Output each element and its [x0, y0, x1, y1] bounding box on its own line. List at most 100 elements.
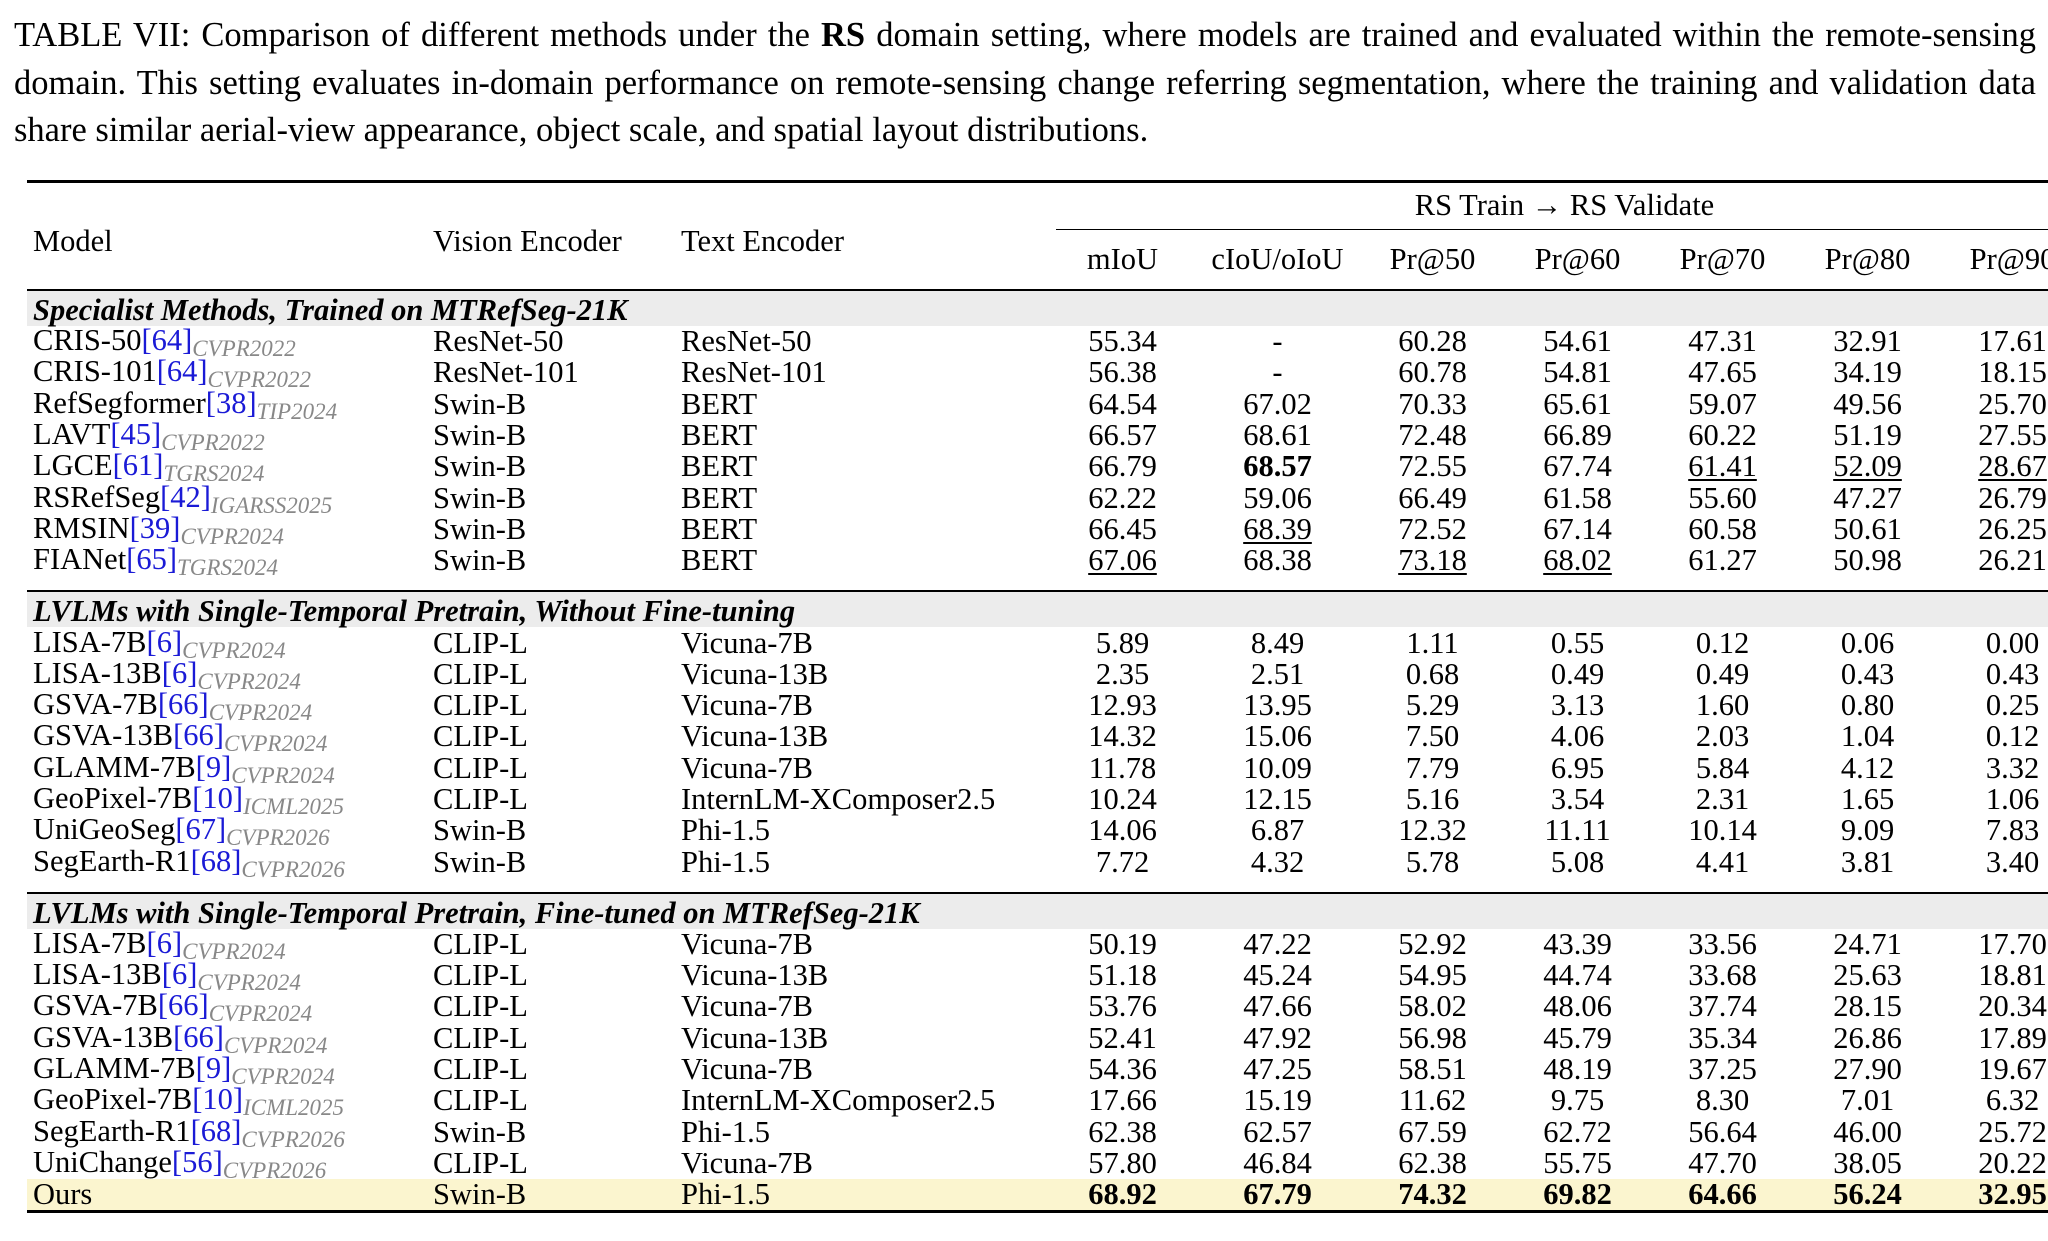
group-header-row: LVLMs with Single-Temporal Pretrain, Fin… [27, 892, 2048, 929]
metric-value: 27.90 [1833, 1052, 1902, 1087]
text-encoder-cell: BERT [681, 418, 758, 453]
results-table-container: Model Vision Encoder Text Encoder RS Tra… [27, 180, 2048, 1213]
metric-cell: 7.79 [1360, 752, 1505, 784]
model-cell: UniChange[56]CVPR2026 [27, 1147, 427, 1183]
metric-cell: 44.74 [1505, 960, 1650, 991]
metric-cell: 9.09 [1795, 815, 1940, 846]
metric-cell: 1.65 [1795, 784, 1940, 815]
metric-value: 52.41 [1088, 1020, 1157, 1055]
metric-value: 1.04 [1840, 719, 1895, 754]
model-cell: GeoPixel-7B[10]ICML2025 [27, 783, 427, 819]
text-encoder-cell: ResNet-50 [681, 324, 812, 359]
model-ref: [6] [146, 925, 183, 960]
model-ref: [61] [112, 448, 164, 483]
metric-cell: 48.19 [1505, 1054, 1650, 1085]
metric-cell: 60.22 [1650, 420, 1795, 451]
metric-value: 13.95 [1243, 688, 1312, 723]
metric-value: 8.30 [1695, 1083, 1750, 1118]
metric-cell: 2.51 [1195, 659, 1360, 690]
table-row: CRIS-50[64]CVPR2022 ResNet-50 ResNet-50 55.… [27, 324, 2048, 361]
metric-value: 47.65 [1688, 355, 1757, 390]
model-cell: LAVT[45]CVPR2022 [27, 417, 427, 455]
metric-value: 3.54 [1550, 782, 1605, 816]
caption-bold: RS [821, 16, 866, 54]
header-text-encoder: Text Encoder [675, 180, 1050, 290]
metric-value: 5.08 [1550, 844, 1605, 879]
metric-cell: 72.48 [1360, 420, 1505, 451]
text-encoder-cell: InternLM-XComposer2.5 [681, 782, 996, 816]
metric-cell: 60.28 [1360, 326, 1505, 357]
metric-cell: 68.92 [1050, 1179, 1195, 1212]
table-row: CRIS-101[64]CVPR2022 ResNet-101 ResNet-101… [27, 355, 2048, 392]
metric-value: 59.06 [1243, 480, 1312, 515]
metric-value: 66.89 [1543, 418, 1612, 453]
metric-value: 45.79 [1543, 1020, 1612, 1055]
metric-value: 73.18 [1398, 543, 1467, 578]
text-encoder-cell: Vicuna-7B [681, 625, 813, 660]
metric-cell: 51.18 [1050, 960, 1195, 991]
model-name: GLAMM-7B [33, 749, 196, 784]
model-cell: GSVA-7B[66]CVPR2024 [27, 689, 427, 725]
metric-cell: 66.57 [1050, 420, 1195, 451]
vision-encoder-cell: Swin-B [433, 480, 527, 515]
metric-cell: 62.38 [1050, 1116, 1195, 1148]
metric-value: 11.11 [1544, 813, 1611, 848]
metric-value: 25.63 [1833, 958, 1902, 993]
metric-cell: 25.63 [1795, 960, 1940, 991]
table-caption: TABLE VII: Comparison of different metho… [14, 12, 2036, 155]
metric-value: 3.13 [1550, 688, 1605, 723]
metric-value: 60.28 [1398, 324, 1467, 359]
metric-value: 0.00 [1985, 625, 2040, 660]
metric-cell: 56.24 [1795, 1179, 1940, 1212]
metric-cell: 67.79 [1195, 1179, 1360, 1212]
metric-cell: 60.58 [1650, 514, 1795, 545]
model-name: RefSegformer [33, 385, 206, 420]
metric-value: 47.25 [1243, 1052, 1312, 1087]
metric-cell: 52.41 [1050, 1023, 1195, 1054]
metric-value: 24.71 [1833, 926, 1902, 961]
metric-cell: 0.00 [1940, 627, 2048, 658]
vision-encoder-cell: Swin-B [433, 511, 527, 546]
metric-cell: 47.25 [1195, 1054, 1360, 1085]
metric-value: 46.84 [1243, 1145, 1312, 1180]
metric-value: 72.55 [1398, 449, 1467, 484]
metric-cell: 6.95 [1505, 752, 1650, 784]
vision-encoder-cell: Swin-B [433, 386, 527, 421]
metric-value: 0.49 [1550, 656, 1605, 691]
header-metric: Pr@50 [1389, 241, 1476, 276]
metric-cell: 15.06 [1195, 721, 1360, 752]
model-name: UniGeoSeg [33, 812, 176, 847]
metric-cell: 47.65 [1650, 357, 1795, 388]
model-name: GLAMM-7B [33, 1051, 196, 1086]
model-ref: [68] [190, 843, 242, 878]
metric-cell: 7.50 [1360, 721, 1505, 752]
metric-value: 68.39 [1243, 511, 1312, 546]
metric-value: 56.38 [1088, 355, 1157, 390]
model-cell: CRIS-101[64]CVPR2022 [27, 356, 427, 392]
metric-value: 0.55 [1550, 625, 1605, 660]
metric-value: 68.61 [1243, 418, 1312, 453]
metric-value: 58.51 [1398, 1052, 1467, 1087]
model-name: LAVT [33, 417, 111, 452]
caption-label: TABLE VII: Comparison of different metho… [14, 16, 822, 54]
vision-encoder-cell: CLIP-L [433, 688, 528, 723]
metric-value: 2.31 [1695, 782, 1750, 816]
metric-cell: 58.51 [1360, 1054, 1505, 1085]
metric-cell: 25.70 [1940, 388, 2048, 420]
vision-encoder-cell: CLIP-L [433, 656, 528, 691]
metric-cell: 1.04 [1795, 721, 1940, 752]
metric-cell: 19.67 [1940, 1054, 2048, 1085]
metric-value: 60.78 [1398, 355, 1467, 390]
metric-cell: 5.08 [1505, 846, 1650, 877]
text-encoder-cell: ResNet-101 [681, 355, 827, 390]
metric-cell: 67.59 [1360, 1116, 1505, 1148]
model-cell: CRIS-50[64]CVPR2022 [27, 325, 427, 361]
model-venue: CVPR2024 [208, 700, 313, 726]
metric-cell: 50.19 [1050, 929, 1195, 960]
group-spacer [27, 576, 2048, 591]
header-metric: cIoU/oIoU [1211, 241, 1344, 276]
model-venue: ICML2025 [243, 794, 345, 819]
metric-cell: 32.95 [1940, 1179, 2048, 1212]
metric-cell: 6.87 [1195, 815, 1360, 846]
text-encoder-cell: BERT [681, 480, 758, 515]
